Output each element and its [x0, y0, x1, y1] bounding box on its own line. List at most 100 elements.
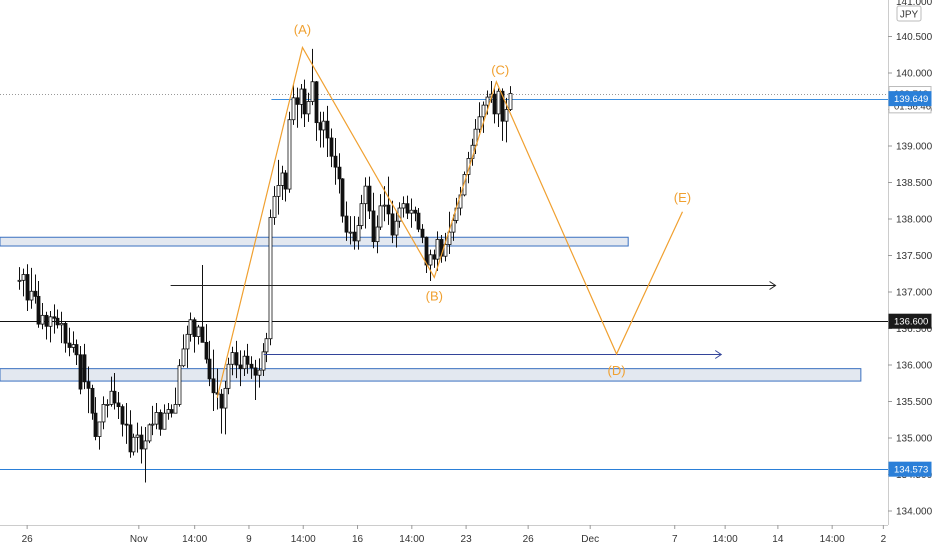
time-tick-label: 14:00	[291, 534, 316, 545]
candle-body	[188, 319, 193, 335]
wave-label: (E)	[674, 190, 691, 205]
candle-body	[36, 295, 41, 325]
candle-body	[207, 358, 212, 380]
candle-body	[272, 195, 277, 218]
candle-body	[405, 203, 410, 214]
candle-body	[181, 348, 186, 367]
candle-body	[166, 409, 171, 414]
candle-body	[105, 404, 110, 406]
time-tick-label: 2	[881, 534, 887, 545]
currency-unit-box[interactable]	[896, 5, 922, 22]
price-tick-label: 136.500	[896, 324, 932, 335]
candle-body	[173, 404, 178, 414]
candle-body	[204, 341, 209, 360]
zone-136	[0, 368, 862, 382]
candle-body	[299, 88, 304, 105]
candle-body	[238, 364, 243, 370]
candle-body	[435, 239, 440, 260]
candle-body	[112, 390, 117, 404]
candle-body	[473, 128, 478, 146]
candle-body	[481, 104, 486, 118]
candle-body	[48, 316, 53, 327]
candle-body	[348, 231, 353, 234]
candle-body	[74, 344, 79, 356]
candle-body	[223, 387, 228, 409]
price-tick-label: 137.500	[896, 251, 932, 262]
arrow-136-15-head	[714, 350, 723, 359]
candle-body	[63, 322, 68, 344]
candle-body	[67, 342, 72, 348]
candle-body	[249, 363, 254, 369]
candle-body	[310, 81, 315, 102]
candle-body	[257, 369, 262, 376]
candle-body	[337, 166, 342, 180]
candle-body	[318, 122, 323, 131]
candle-body	[378, 205, 383, 228]
candle-body	[131, 436, 136, 453]
candle-body	[390, 213, 395, 236]
black-level-badge-text: 136.600	[894, 317, 928, 328]
candle-body	[90, 387, 95, 414]
candle-body	[321, 120, 326, 131]
time-tick-label: 7	[672, 534, 678, 545]
candle-body	[253, 367, 258, 376]
candle-body	[242, 355, 247, 370]
candle-body	[55, 317, 60, 326]
candle-body	[280, 172, 285, 186]
candle-body	[413, 209, 418, 214]
candle-body	[93, 412, 98, 437]
low-level-badge-text: 134.573	[894, 465, 928, 476]
candle-body	[97, 421, 102, 437]
candle-body	[314, 81, 319, 124]
candle-body	[192, 319, 197, 337]
candle-body	[124, 423, 129, 426]
price-tick-label: 135.500	[896, 397, 932, 408]
wave-label: (D)	[608, 363, 626, 378]
time-tick-label: 16	[352, 534, 364, 545]
time-tick-label: Dec	[581, 534, 599, 545]
time-tick-label: 14:00	[399, 534, 424, 545]
price-tick-label: 138.000	[896, 215, 932, 226]
candle-body	[329, 137, 334, 157]
time-tick-label: 14:00	[182, 534, 207, 545]
candle-body	[371, 210, 376, 243]
candle-body	[363, 185, 368, 205]
candle-body	[116, 402, 121, 408]
wave-path	[216, 45, 684, 398]
zone-137-7	[0, 236, 629, 247]
blue-level-badge	[888, 91, 932, 107]
candle-body	[416, 212, 421, 230]
candle-body	[52, 316, 57, 319]
candle-body	[135, 434, 140, 438]
candle-body	[147, 424, 152, 442]
candle-body	[200, 326, 205, 343]
candle-body	[356, 225, 361, 242]
black-level-badge	[888, 313, 932, 329]
candle-body	[508, 93, 513, 110]
wave-label: (B)	[426, 289, 443, 304]
candle-body	[462, 174, 467, 196]
candle-body	[496, 90, 501, 115]
candle-body	[485, 96, 490, 106]
candle-body	[234, 352, 239, 366]
candle-body	[162, 412, 167, 430]
time-tick-label: 23	[461, 534, 473, 545]
candle-body	[394, 220, 399, 236]
price-tick-label: 137.000	[896, 288, 932, 299]
candle-body	[447, 231, 452, 245]
candle-body	[177, 365, 182, 405]
candle-body	[382, 204, 387, 207]
candle-body	[295, 97, 300, 105]
candle-body	[17, 279, 22, 282]
candle-body	[78, 354, 83, 390]
candle-body	[185, 333, 190, 350]
candle-body	[432, 254, 437, 260]
candle-body	[428, 254, 433, 266]
price-tick-label: 138.500	[896, 178, 932, 189]
price-tick-label: 140.500	[896, 32, 932, 43]
time-tick-label: Nov	[130, 534, 148, 545]
candle-body	[44, 314, 49, 327]
